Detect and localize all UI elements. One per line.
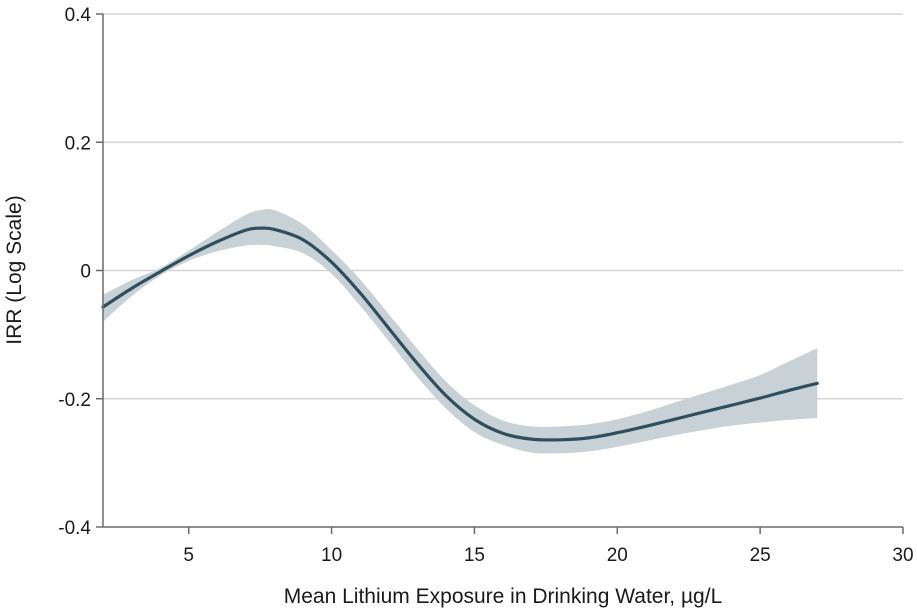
y-tick-label-3: 0.2: [65, 133, 91, 154]
confidence-band-group: [103, 208, 818, 454]
y-axis-title: IRR (Log Scale): [3, 195, 26, 344]
series-line: [101, 226, 819, 442]
x-tick-label-1: 10: [321, 545, 342, 566]
y-tick-label-0: -0.4: [58, 518, 91, 539]
y-tick-label-1: -0.2: [58, 390, 91, 411]
x-tick-label-0: 5: [183, 545, 194, 566]
x-tick-label-5: 30: [892, 545, 913, 566]
series-line-group: [101, 226, 819, 442]
axes: [96, 13, 904, 534]
x-tick-label-2: 15: [464, 545, 485, 566]
gridlines: [103, 13, 903, 400]
x-tick-label-3: 20: [607, 545, 628, 566]
x-axis-title: Mean Lithium Exposure in Drinking Water,…: [284, 585, 723, 608]
y-tick-label-4: 0.4: [65, 5, 92, 26]
tick-labels: -0.4 -0.2 0 0.2 0.4 5 10 15 20 25 30: [58, 5, 913, 566]
x-tick-label-4: 25: [750, 545, 771, 566]
y-tick-label-2: 0: [80, 262, 91, 283]
confidence-band: [103, 208, 818, 454]
